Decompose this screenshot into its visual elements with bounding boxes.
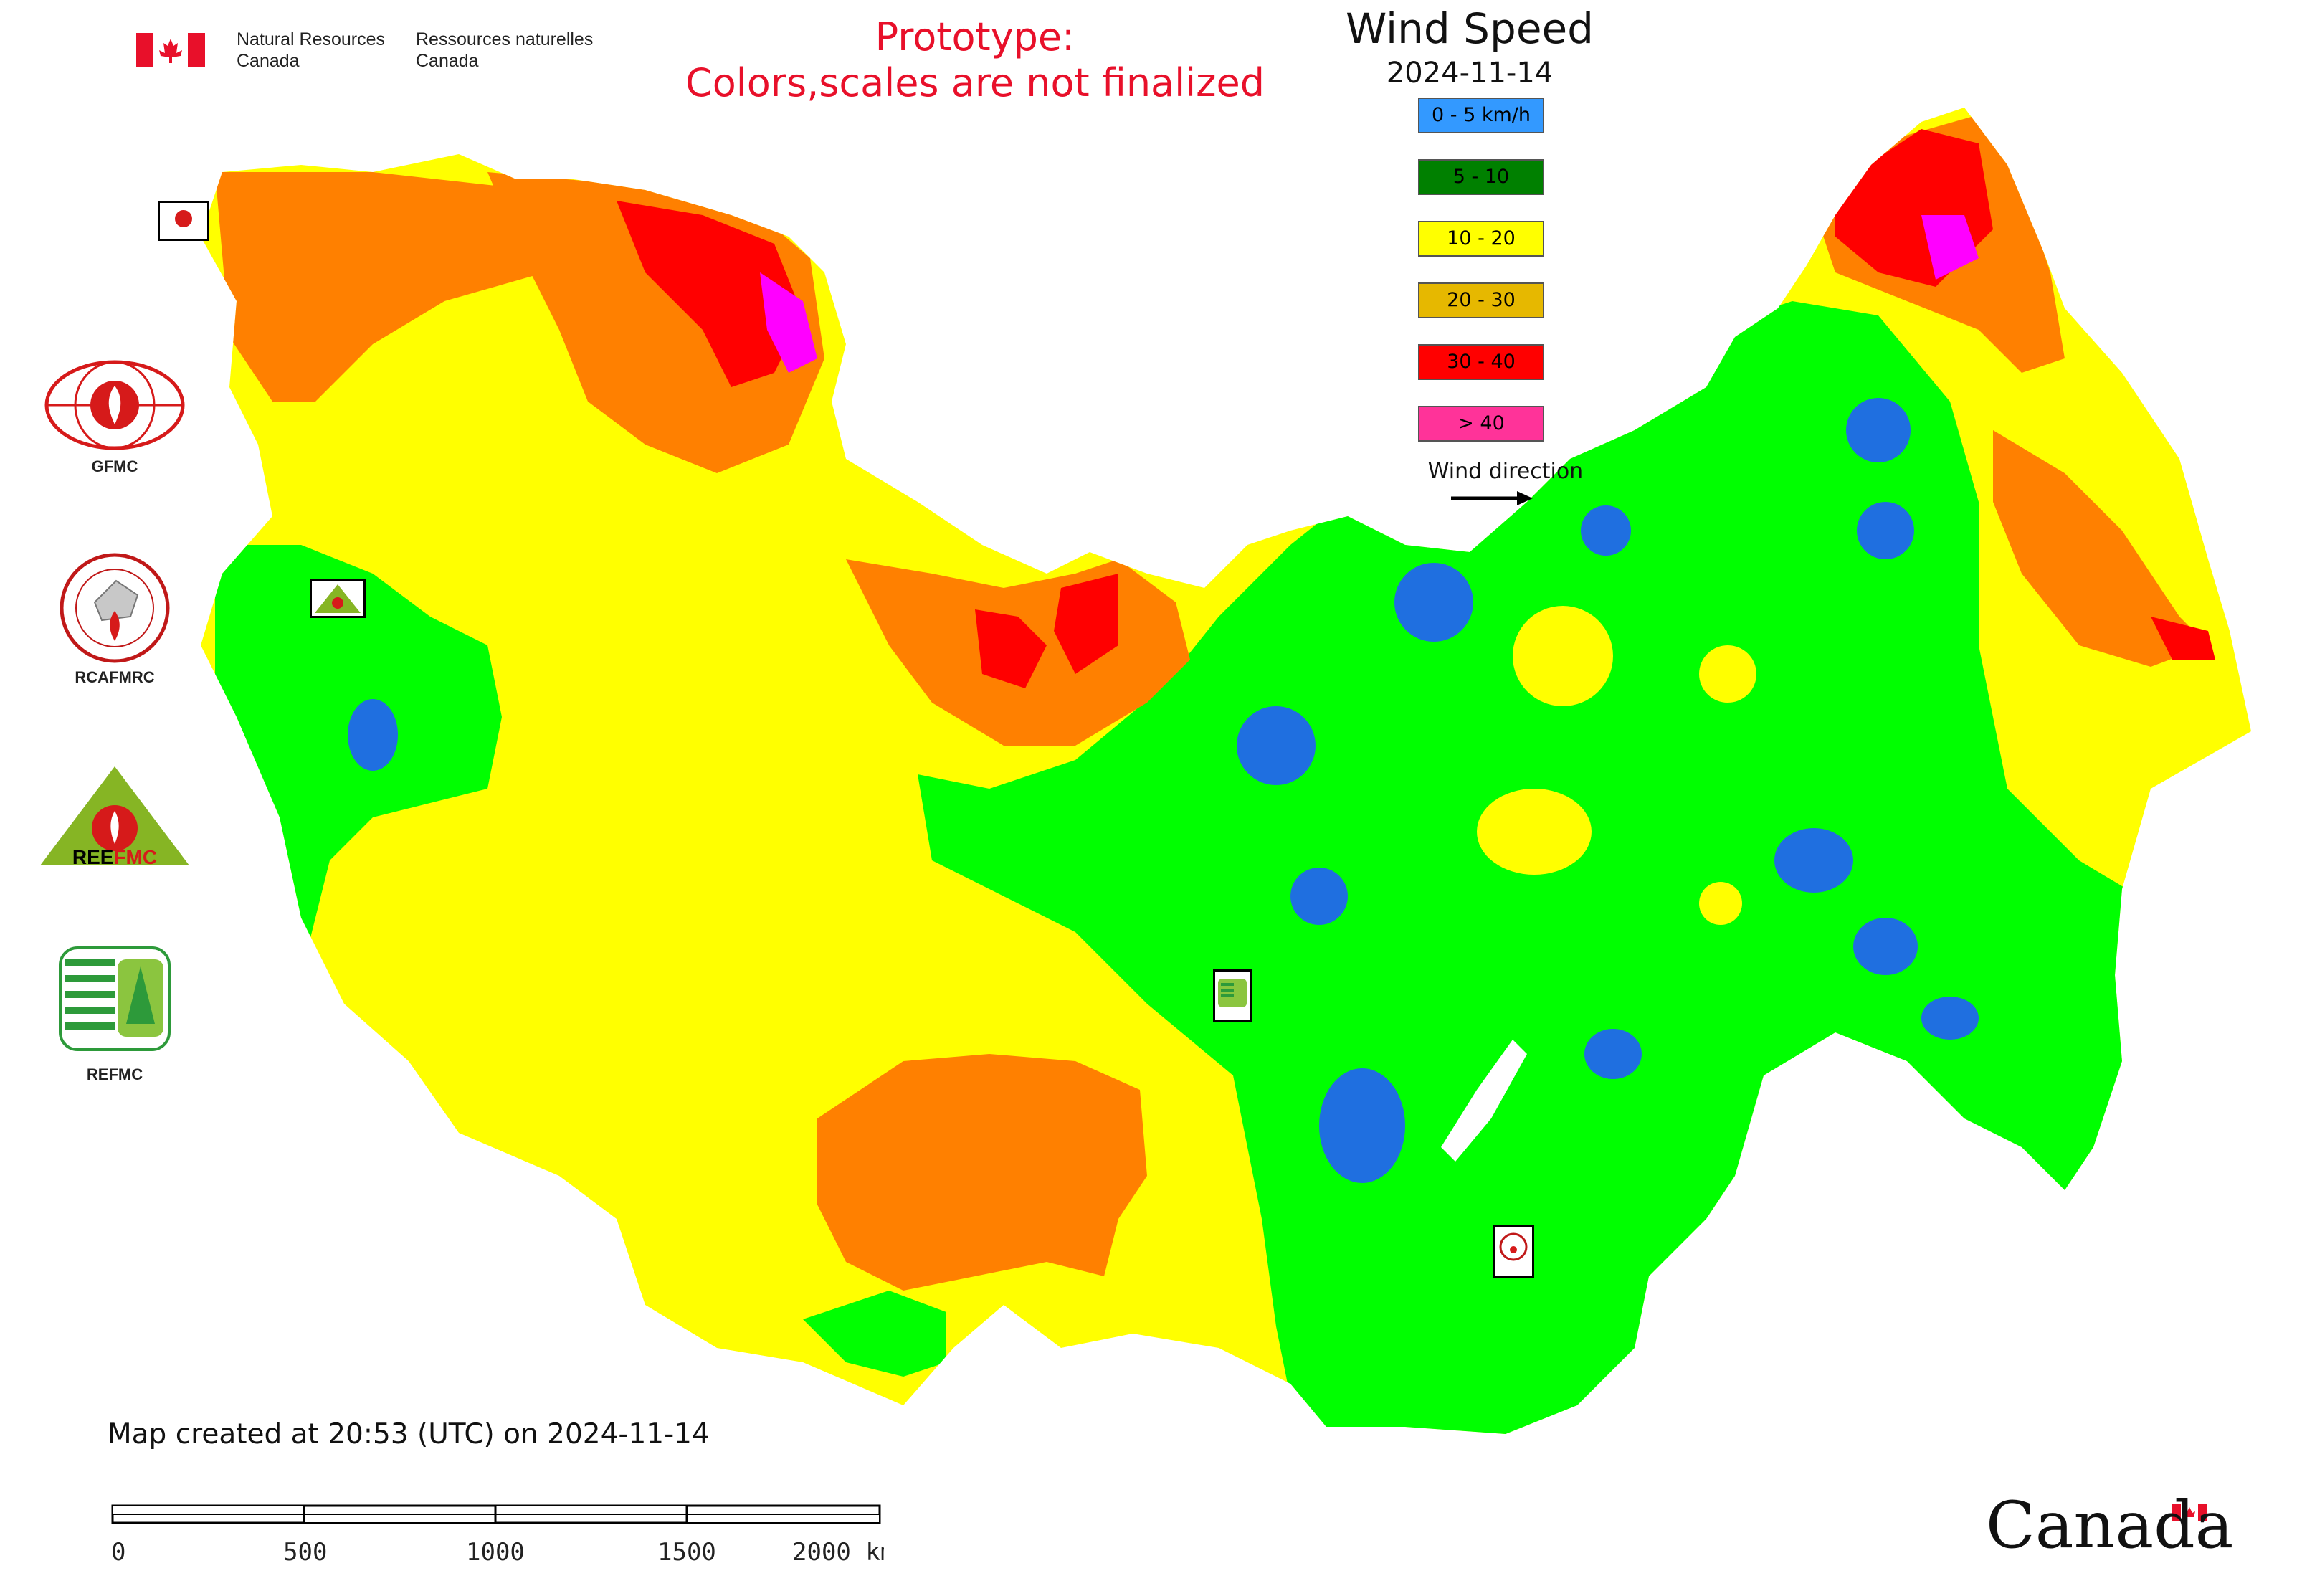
refmc-logo-icon bbox=[59, 946, 171, 1051]
logo-refmc: REFMC bbox=[29, 945, 201, 1088]
logo-label-gfmc: GFMC bbox=[91, 457, 138, 475]
scale-tick-1000: 1000 bbox=[466, 1538, 525, 1567]
gfmc-logo-icon bbox=[44, 360, 185, 450]
legend-item-over-40: > 40 bbox=[1418, 406, 1544, 442]
map-marker-refmc bbox=[1213, 969, 1252, 1022]
scale-tick-0: 0 bbox=[111, 1538, 125, 1567]
logo-gfmc: GFMC bbox=[29, 358, 201, 480]
map-created-timestamp: Map created at 20:53 (UTC) on 2024-11-14 bbox=[108, 1418, 710, 1450]
map-marker-rcafmrc bbox=[1493, 1225, 1534, 1278]
prototype-line-1: Prototype: bbox=[875, 14, 1075, 60]
logo-label-rcafmrc: RCAFMRC bbox=[75, 668, 155, 686]
rcafmrc-logo-icon bbox=[60, 553, 170, 663]
canada-wordmark: Canada bbox=[1986, 1488, 2234, 1563]
wind-direction-arrow-icon bbox=[1451, 491, 1533, 505]
map-marker-gfmc-icon bbox=[175, 210, 192, 227]
reefmc-logo-icon: REEFMC bbox=[40, 766, 189, 868]
legend-item-5-10: 5 - 10 bbox=[1418, 159, 1544, 195]
legend-item-0-5: 0 - 5 km/h bbox=[1418, 98, 1544, 133]
department-name-en: Natural Resources Canada bbox=[237, 29, 386, 71]
legend-item-20-30: 20 - 30 bbox=[1418, 282, 1544, 318]
scale-tick-2000: 2000 km bbox=[792, 1538, 884, 1567]
map-marker-reefmc bbox=[310, 579, 366, 618]
scale-bar: 0 500 1000 1500 2000 km bbox=[111, 1504, 884, 1567]
logo-label-refmc: REFMC bbox=[86, 1065, 143, 1083]
canada-flag-icon bbox=[136, 33, 205, 67]
legend-date: 2024-11-14 bbox=[1386, 57, 1554, 90]
department-name-fr: Ressources naturelles Canada bbox=[416, 29, 594, 71]
legend-item-30-40: 30 - 40 bbox=[1418, 344, 1544, 380]
prototype-notice: Prototype: Colors,scales are not finaliz… bbox=[595, 14, 1355, 106]
prototype-line-2: Colors,scales are not finalized bbox=[685, 60, 1265, 105]
map-marker-reefmc-icon bbox=[315, 584, 361, 613]
legend-item-10-20: 10 - 20 bbox=[1418, 221, 1544, 257]
svg-text:REEFMC: REEFMC bbox=[72, 846, 157, 868]
map-marker-gfmc bbox=[158, 201, 209, 241]
logo-reefmc: REEFMC bbox=[29, 764, 201, 878]
logo-rcafmrc: RCAFMRC bbox=[29, 552, 201, 688]
scale-tick-1500: 1500 bbox=[657, 1538, 716, 1567]
wind-direction-label: Wind direction bbox=[1427, 459, 1584, 484]
canada-wordmark-flag bbox=[2172, 1504, 2207, 1521]
scale-tick-500: 500 bbox=[283, 1538, 327, 1567]
legend-title: Wind Speed bbox=[1345, 4, 1594, 53]
map-marker-rcafmrc-icon bbox=[1499, 1232, 1528, 1261]
map-marker-refmc-icon bbox=[1218, 979, 1247, 1007]
